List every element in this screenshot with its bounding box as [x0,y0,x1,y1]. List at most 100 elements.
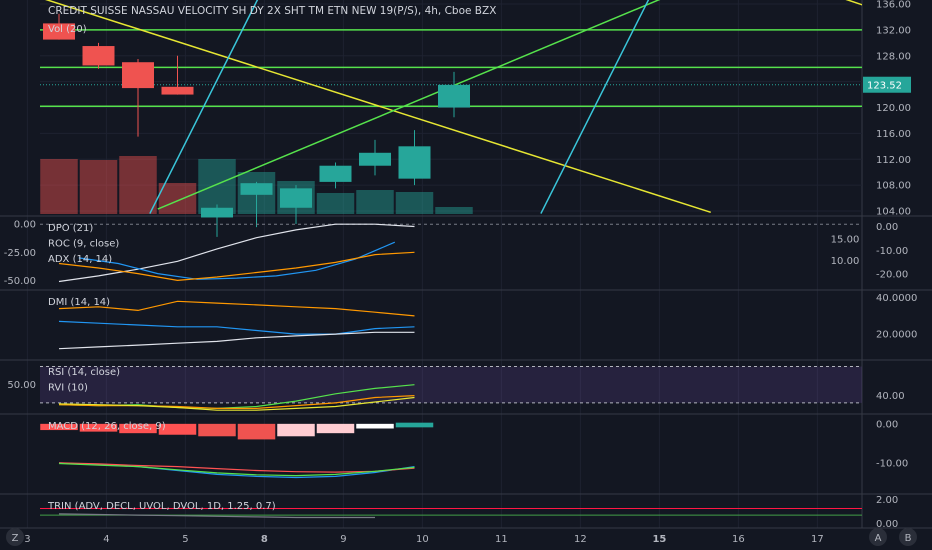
volume-label: Vol (20) [48,24,87,35]
time-tick-label: 11 [495,534,508,545]
auto-scale-label: A [875,533,882,544]
rsi-pane-label: RVI (10) [48,383,88,394]
candle-body [398,146,431,179]
candle-body [122,62,154,89]
macd-histogram-bar [79,423,118,432]
right-tick-label: 20.0000 [876,330,917,341]
left-tick-label: 0.00 [14,220,36,231]
dpo-pane-label: ROC (9, close) [48,239,119,250]
chart-title: CREDIT SUISSE NASSAU VELOCITY SH DY 2X S… [48,5,496,17]
indicator-panes[interactable]: DPO (21) ROC (9, close) ADX (14, 14) DMI (1… [40,223,862,519]
price-tick-label: 132.00 [876,25,911,36]
volume-bar [395,192,434,214]
candle-body [319,165,352,182]
right-tick-label: 40.0000 [876,293,917,304]
last-price-badge [863,76,911,93]
price-tick-label: 136.00 [876,0,911,11]
time-tick-label: 3 [24,534,30,545]
price-tick-label: 120.00 [876,103,911,114]
last-price-label: 123.52 [867,81,902,92]
left-tick-label: 50.00 [7,380,36,391]
grid [0,0,932,529]
candle-body [43,23,75,40]
price-tick-label: 112.00 [876,155,911,166]
right-tick-label: 0.00 [876,519,898,530]
logo-label: Z [12,533,19,544]
volume-bar [40,159,78,214]
price-pane[interactable] [20,0,909,237]
right-tick-label: -20.00 [876,270,908,281]
secondary-tick-label: 10.00 [831,256,860,267]
price-tick-label: 116.00 [876,129,911,140]
auto-scale-button[interactable] [869,528,887,546]
price-tick-label: 108.00 [876,181,911,192]
time-tick-label: 4 [103,534,109,545]
candle-body [280,188,312,208]
volume-bar [158,183,197,214]
candle-body [201,207,233,218]
trend-line [845,0,862,6]
series-line-hist-line [58,462,415,477]
time-tick-label: 17 [811,534,824,545]
secondary-tick-label: 15.00 [831,235,860,246]
macd-histogram-bar [198,423,236,437]
macd-histogram-bar [356,423,394,429]
trend-line [44,0,711,214]
right-tick-label: 40.00 [876,391,905,402]
logo-badge[interactable] [6,528,24,546]
candle-body [359,152,391,166]
time-tick-label: 10 [416,534,429,545]
candle-body [438,84,470,108]
dmi-pane-label: DMI (14, 14) [48,297,110,308]
time-tick-label: 15 [652,534,666,545]
series-line-trin [58,513,375,519]
rsi-pane-label: RSI (14, close) [48,367,120,378]
trend-lines [44,0,862,214]
price-tick-label: 104.00 [876,207,911,218]
candle-body [240,183,273,195]
left-tick-label: -25.00 [4,248,36,259]
left-tick-label: -50.00 [4,276,36,287]
rsi-band [40,366,862,403]
series-line-roc [78,241,396,280]
series-line-rvi-signal [58,396,415,411]
log-scale-label: B [905,533,912,544]
macd-histogram-bar [119,423,157,434]
axes: 136.00132.00128.00124.00120.00116.00112.… [4,0,917,546]
series-line-adx [58,251,415,282]
trend-line [540,0,650,214]
macd-histogram-bar [395,422,434,428]
candle-body [161,86,194,95]
volume-bar [79,160,118,214]
right-tick-label: 0.00 [876,222,898,233]
macd-histogram-bar [277,423,315,437]
time-tick-label: 16 [732,534,745,545]
right-tick-label: -10.00 [876,246,908,257]
right-tick-label: 2.00 [876,495,898,506]
macd-histogram-bar [316,423,355,434]
right-tick-label: -10.00 [876,458,908,469]
series-line-plusdi [58,320,415,335]
series-line-minusdi [58,300,415,317]
price-tick-label: 128.00 [876,51,911,62]
right-tick-label: 0.00 [876,419,898,430]
time-tick-label: 9 [340,534,346,545]
macd-pane-label: MACD (12, 26, close, 9) [48,421,166,432]
macd-histogram-bar [40,423,78,431]
volume-bar [316,193,355,214]
trend-line [157,0,661,210]
trend-line [149,0,259,214]
series-line-adx [58,331,415,350]
series-line-dpo [58,223,415,283]
time-tick-label: 5 [182,534,188,545]
macd-histogram-bar [237,423,276,440]
dpo-pane-label: DPO (21) [48,223,93,234]
trin-pane-label: TRIN (ADV, DECL, UVOL, DVOL, 1D, 1.25, 0… [47,501,276,512]
log-scale-button[interactable] [899,528,917,546]
time-tick-label: 8 [261,534,268,545]
dpo-pane-label: ADX (14, 14) [48,254,112,265]
time-tick-label: 12 [574,534,587,545]
volume-bar [119,156,157,214]
candle-body [82,46,115,66]
